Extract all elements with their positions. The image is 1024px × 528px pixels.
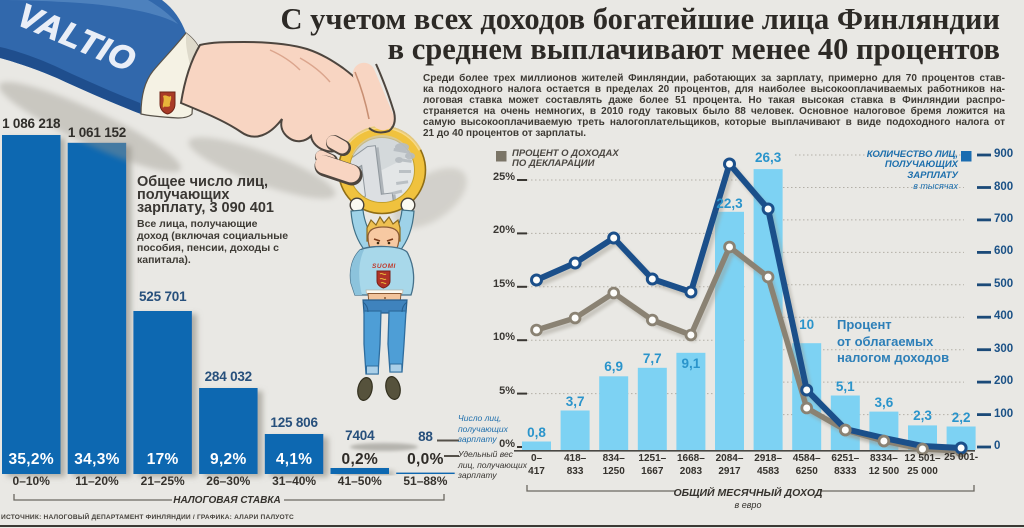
svg-text:SUOMI: SUOMI — [372, 263, 396, 270]
